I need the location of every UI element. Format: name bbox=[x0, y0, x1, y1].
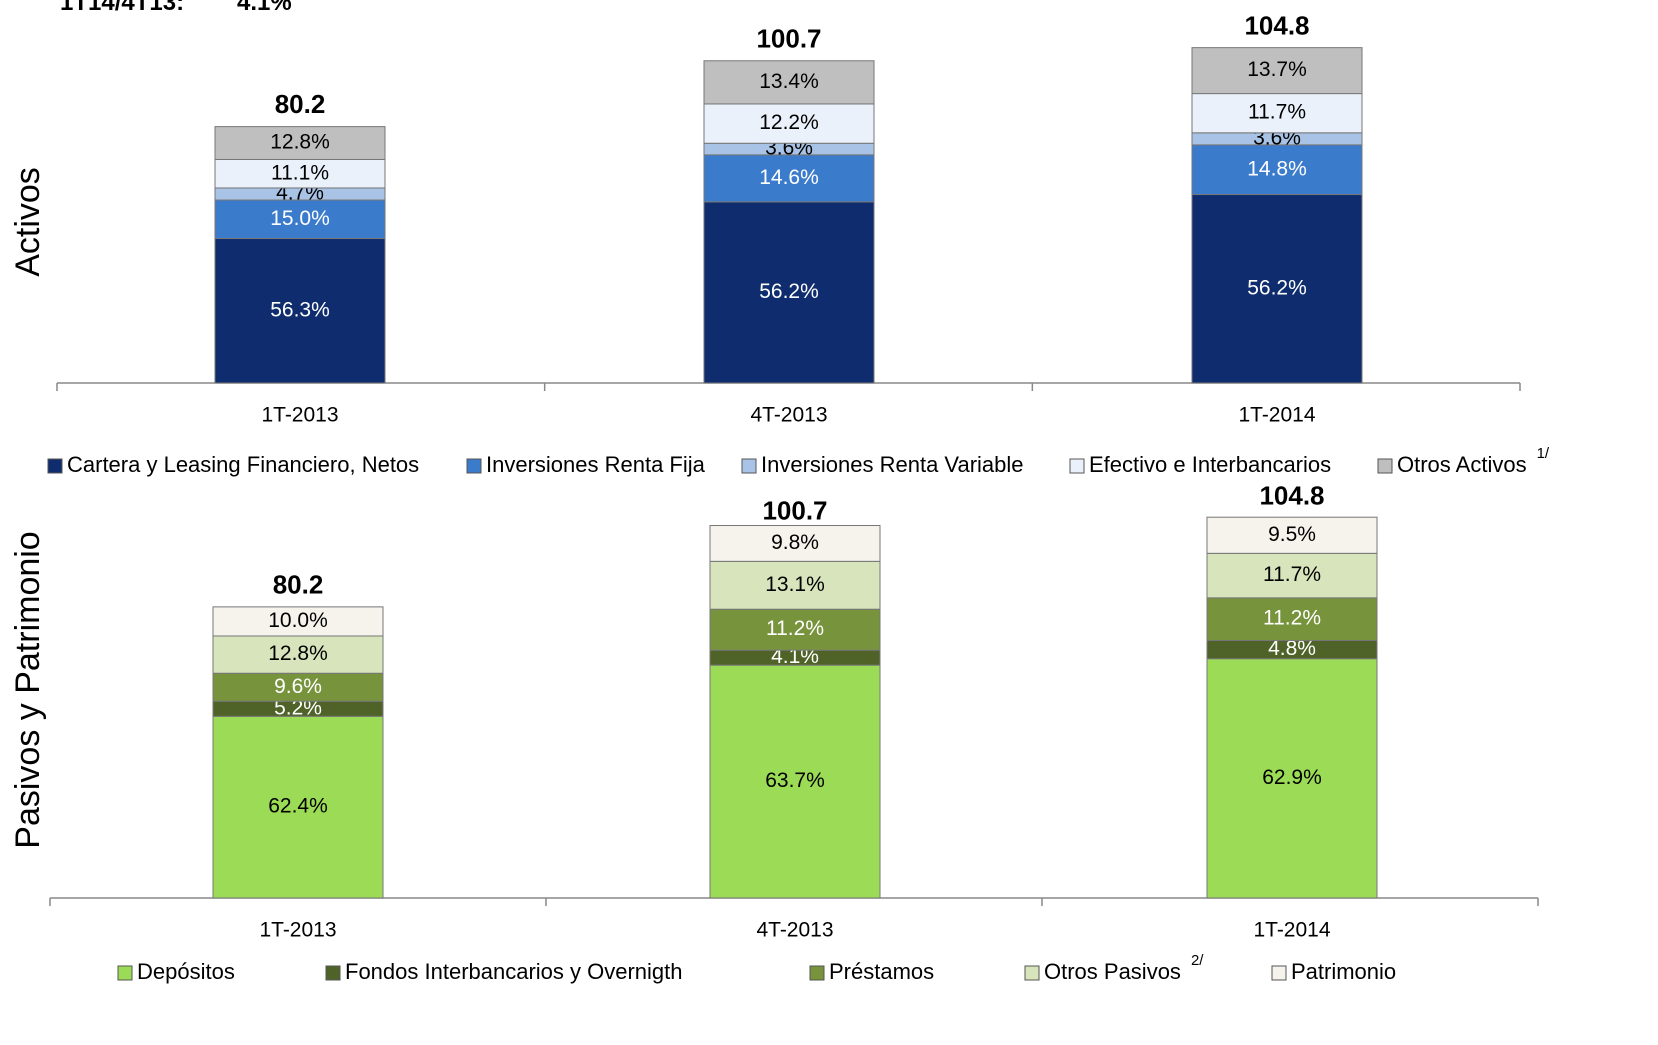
data-label: 11.7% bbox=[1263, 563, 1321, 586]
legend-label: Inversiones Renta Variable bbox=[761, 452, 1024, 477]
total-label: 80.2 bbox=[273, 570, 324, 600]
legend-swatch bbox=[466, 458, 482, 474]
bar-segment bbox=[214, 126, 386, 160]
data-label: 12.8% bbox=[268, 642, 328, 665]
annotation-label: 1T14/4T13: bbox=[60, 0, 184, 16]
bar-segment bbox=[703, 60, 875, 105]
data-label: 11.1% bbox=[271, 161, 329, 184]
bar-segment bbox=[1206, 552, 1378, 599]
total-label: 80.2 bbox=[275, 89, 326, 119]
data-label: 12.2% bbox=[759, 111, 819, 134]
legend-note: 1/ bbox=[1537, 445, 1550, 462]
data-label: 9.8% bbox=[771, 531, 819, 554]
bar-segment bbox=[709, 560, 881, 610]
bar-segment bbox=[709, 664, 881, 899]
legend-swatch bbox=[1377, 458, 1393, 474]
data-label: 5.2% bbox=[274, 696, 322, 719]
legend-label: Patrimonio bbox=[1291, 959, 1396, 984]
legend-label: Fondos Interbancarios y Overnigth bbox=[345, 959, 683, 984]
x-tick-label: 1T-2014 bbox=[1238, 404, 1315, 427]
legend-swatch bbox=[741, 458, 757, 474]
bar-segment bbox=[1206, 516, 1378, 554]
x-tick-label: 4T-2013 bbox=[750, 404, 827, 427]
data-label: 15.0% bbox=[270, 207, 330, 230]
legend-label: Préstamos bbox=[829, 959, 934, 984]
data-label: 9.6% bbox=[274, 675, 322, 698]
bar-segment bbox=[212, 715, 384, 899]
data-label: 13.7% bbox=[1247, 58, 1307, 81]
data-label: 13.4% bbox=[759, 70, 819, 93]
total-label: 104.8 bbox=[1259, 480, 1324, 510]
legend-swatch bbox=[1024, 965, 1040, 981]
legend-swatch bbox=[809, 965, 825, 981]
legend-label: Depósitos bbox=[137, 959, 235, 984]
bar-segment bbox=[1191, 47, 1363, 95]
bar-segment bbox=[212, 606, 384, 637]
bar-segment bbox=[1191, 144, 1363, 196]
data-label: 12.8% bbox=[270, 131, 330, 154]
data-label: 62.9% bbox=[1262, 766, 1322, 789]
bar-segment bbox=[703, 154, 875, 203]
legend-swatch bbox=[47, 458, 63, 474]
bar-segment bbox=[709, 525, 881, 562]
legend-label: Efectivo e Interbancarios bbox=[1089, 452, 1331, 477]
total-label: 100.7 bbox=[756, 24, 821, 54]
data-label: 4.1% bbox=[771, 645, 819, 668]
data-label: 11.7% bbox=[1248, 101, 1306, 124]
data-label: 63.7% bbox=[765, 769, 825, 792]
data-label: 10.0% bbox=[268, 609, 328, 632]
x-tick-label: 4T-2013 bbox=[756, 919, 833, 942]
bar-segment bbox=[703, 103, 875, 144]
x-tick-label: 1T-2013 bbox=[261, 404, 338, 427]
data-label: 56.2% bbox=[759, 280, 819, 303]
bar-segment bbox=[214, 158, 386, 189]
data-label: 13.1% bbox=[765, 573, 825, 596]
data-label: 56.3% bbox=[270, 298, 330, 321]
data-label: 11.2% bbox=[766, 617, 824, 640]
annotation-value: 4.1% bbox=[237, 0, 292, 16]
total-label: 100.7 bbox=[762, 495, 827, 525]
legend-swatch bbox=[1271, 965, 1287, 981]
data-label: 14.8% bbox=[1247, 157, 1307, 180]
x-tick-label: 1T-2014 bbox=[1253, 919, 1330, 942]
bar-segment bbox=[214, 199, 386, 240]
legend-label: Cartera y Leasing Financiero, Netos bbox=[67, 452, 419, 477]
legend-swatch bbox=[117, 965, 133, 981]
data-label: 11.2% bbox=[1263, 607, 1321, 630]
legend-note: 2/ bbox=[1191, 952, 1204, 969]
bar-segment bbox=[703, 201, 875, 384]
total-label: 104.8 bbox=[1244, 11, 1309, 41]
legend-swatch bbox=[1069, 458, 1085, 474]
bar-segment bbox=[214, 238, 386, 384]
data-label: 4.8% bbox=[1268, 637, 1316, 660]
y-axis-label: Pasivos y Patrimonio bbox=[9, 531, 47, 848]
legend-swatch bbox=[325, 965, 341, 981]
legend-label: Inversiones Renta Fija bbox=[486, 452, 706, 477]
data-label: 56.2% bbox=[1247, 276, 1307, 299]
data-label: 62.4% bbox=[268, 795, 328, 818]
legend-label: Otros Pasivos bbox=[1044, 959, 1181, 984]
bar-segment bbox=[1191, 194, 1363, 384]
x-tick-label: 1T-2013 bbox=[259, 919, 336, 942]
data-label: 9.5% bbox=[1268, 523, 1316, 546]
y-axis-label: Activos bbox=[9, 167, 47, 277]
data-label: 14.6% bbox=[759, 166, 819, 189]
legend-label: Otros Activos bbox=[1397, 452, 1527, 477]
bar-segment bbox=[1206, 658, 1378, 899]
